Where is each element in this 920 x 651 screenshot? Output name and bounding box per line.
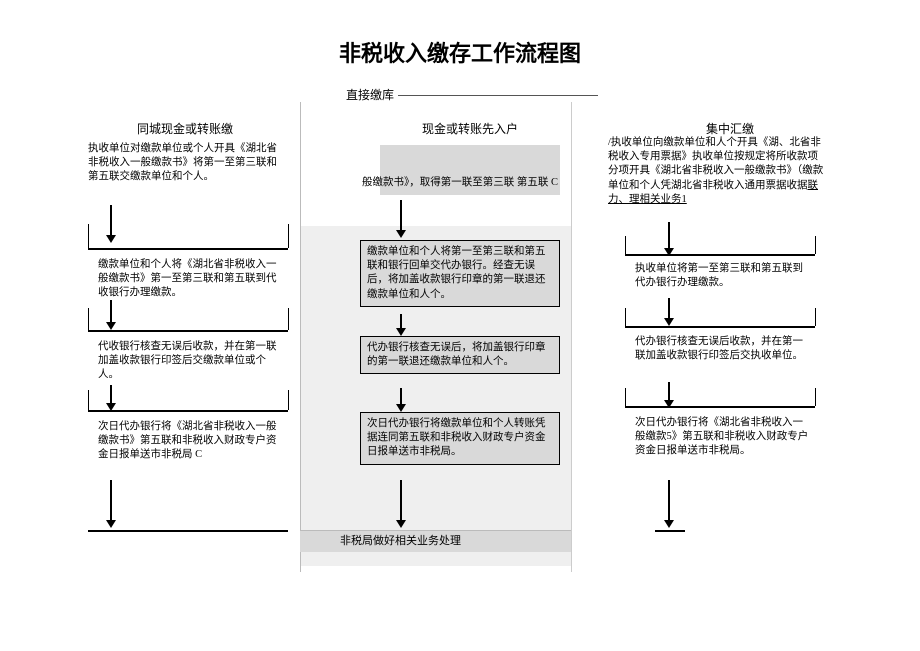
footer-box: 非税局做好相关业务处理 xyxy=(300,530,572,552)
col3-box3: 代办银行核查无误后收款，并在第一联加盖收款银行印签后交执收单位。 xyxy=(635,335,811,363)
col2-box1: 缴款单位和个人将第一至第三联和第五联和银行回单交代办银行。经查无误后，将加盖收款… xyxy=(360,240,560,307)
direct-sub-label: 直接缴库 xyxy=(346,86,394,103)
col1-label: 同城现金或转账缴 xyxy=(115,120,255,137)
page-title: 非税收入缴存工作流程图 xyxy=(0,36,920,68)
col2-box2: 代办银行核查无误后，将加盖银行印章的第一联退还缴款单位和人个。 xyxy=(360,336,560,374)
footer-text: 非税局做好相关业务处理 xyxy=(340,534,461,549)
col2-partial-text: 般缴款书》，取得第一联至第三联 第五联 C xyxy=(362,176,562,190)
col1-box3: 代收银行核查无误后收款，并在第一联加盖收款银行印签后交缴款单位或个人。 xyxy=(98,340,284,383)
col3-label: 集中汇缴 xyxy=(680,120,780,137)
col1-box2: 缴款单位和个人将《湖北省非税收入一般缴款书》第一至第三联和第五联到代收银行办理缴… xyxy=(98,258,284,301)
col2-box3: 次日代办银行将缴款单位和个人转账凭据连同第五联和非税收入财政专户资金日报单送市非… xyxy=(360,412,560,465)
col3-box1: /执收单位向缴款单位和人个开具《湖、北省非税收入专用票据》执收单位按规定将所收款… xyxy=(608,136,828,207)
direct-underline xyxy=(398,95,598,96)
col1-box4: 次日代办银行将《湖北省非税收入一般缴款书》第五联和非税收入财政专户资金日报单送市… xyxy=(98,420,284,463)
col3-box4: 次日代办银行将《湖北省非税收入一般缴款5》第五联和非税收入财政专户资金日报单送市… xyxy=(635,416,811,459)
col1-box1: 执收单位对缴款单位或个人开具《湖北省非税收入一般缴款书》将第一至第三联和第五联交… xyxy=(88,142,284,185)
col2-label: 现金或转账先入户 xyxy=(390,120,550,137)
col3-box2: 执收单位将第一至第三联和第五联到代办银行办理缴款。 xyxy=(635,262,811,290)
